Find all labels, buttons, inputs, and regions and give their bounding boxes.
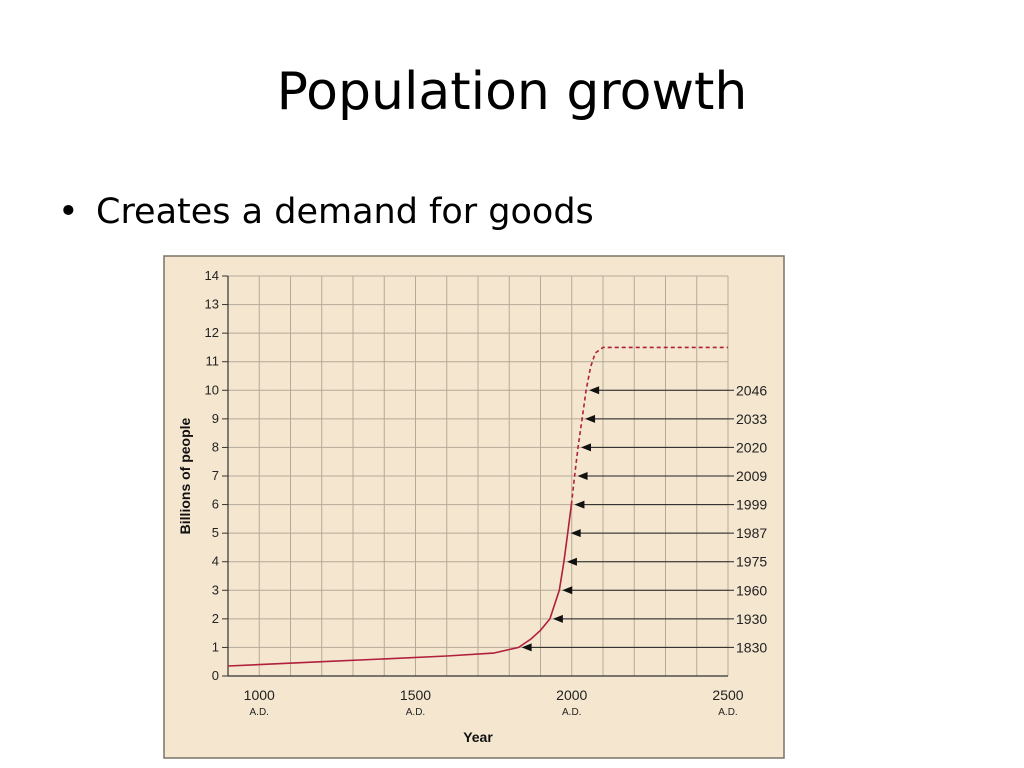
milestone-arrowhead [585, 414, 596, 423]
x-tick-sublabel: A.D. [250, 707, 269, 718]
y-tick-label: 1 [212, 639, 219, 654]
y-tick-label: 2 [212, 611, 219, 626]
milestone-year-label: 1930 [736, 611, 767, 627]
bullet-item: • Creates a demand for goods [58, 192, 594, 232]
population-chart: 0 1 2 3 4 5 6 7 8 9 10 11 12 13 14 1000 A.D. 1500 A.D. 2000… [98, 254, 846, 762]
x-tick-sublabel: A.D. [406, 707, 425, 718]
milestone-arrowhead [589, 386, 600, 395]
x-tick-label: 2000 [556, 687, 587, 703]
milestone-year-label: 1960 [736, 582, 767, 598]
y-tick-label: 7 [212, 468, 219, 483]
x-tick-sublabel: A.D. [718, 707, 737, 718]
slide-title: Population growth [276, 62, 748, 122]
milestone-arrowhead [574, 500, 585, 509]
y-tick-label: 13 [205, 297, 219, 312]
y-tick-label: 12 [205, 325, 219, 340]
x-axis-label: Year [463, 729, 493, 745]
milestone-year-label: 2009 [736, 468, 767, 484]
milestone-year-label: 1987 [736, 525, 767, 541]
milestone-year-label: 1830 [736, 639, 767, 655]
milestone-arrowhead [521, 643, 532, 652]
x-tick-sublabel: A.D. [562, 707, 581, 718]
projected-population-line [570, 346, 728, 505]
milestone-arrowhead [552, 614, 563, 623]
y-tick-label: 11 [206, 354, 220, 369]
milestone-year-label: 1975 [736, 554, 767, 570]
milestone-arrowhead [566, 557, 577, 566]
y-tick-label: 5 [212, 525, 219, 540]
y-tick-label: 4 [212, 554, 219, 569]
chart-svg: 012345678910111213141000A.D.1500A.D.2000… [163, 255, 785, 759]
milestone-arrowhead [562, 586, 573, 595]
y-tick-label: 14 [205, 268, 219, 283]
milestone-year-label: 2020 [736, 439, 767, 455]
chart-panel [163, 255, 785, 759]
y-tick-label: 0 [212, 668, 219, 683]
x-tick-label: 1500 [400, 687, 431, 703]
milestone-year-label: 1999 [736, 497, 767, 513]
bullet-text: Creates a demand for goods [96, 192, 594, 232]
x-tick-label: 2500 [712, 687, 743, 703]
milestone-arrowhead [577, 472, 588, 480]
y-tick-label: 3 [212, 582, 219, 597]
milestone-year-label: 2046 [736, 382, 767, 398]
y-tick-label: 10 [205, 382, 219, 397]
milestone-arrowhead [581, 443, 591, 452]
milestone-year-label: 2033 [736, 411, 767, 427]
y-tick-label: 8 [212, 439, 219, 454]
bullet-dot-icon: • [58, 192, 79, 232]
x-tick-label: 1000 [244, 687, 275, 703]
y-tick-label: 6 [212, 497, 219, 512]
population-line [227, 504, 573, 667]
y-tick-label: 9 [212, 411, 219, 426]
milestone-arrowhead [570, 529, 581, 538]
y-axis-label: Billions of people [177, 417, 193, 534]
